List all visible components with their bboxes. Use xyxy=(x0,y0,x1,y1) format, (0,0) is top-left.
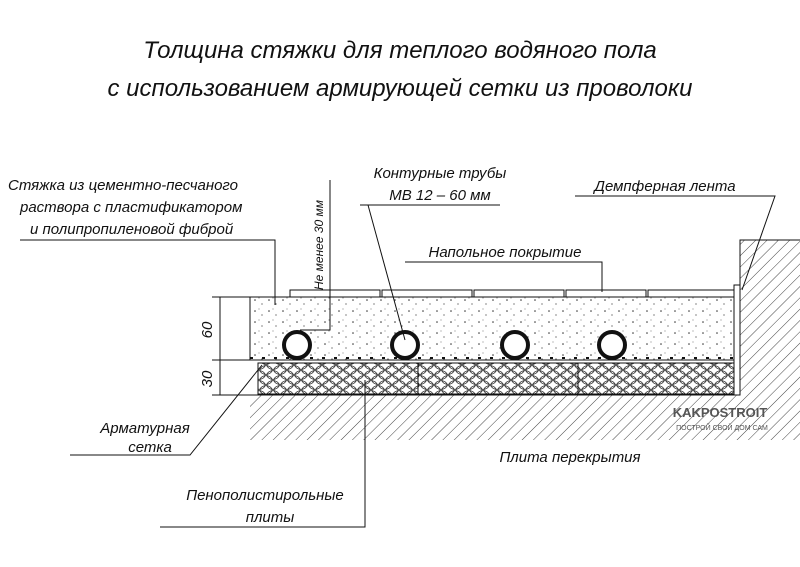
label: раствора с пластификатором xyxy=(19,199,242,216)
label: сетка xyxy=(128,439,172,456)
label: Контурные трубы xyxy=(374,165,507,182)
damper-tape xyxy=(733,284,741,396)
label: Демпферная лента xyxy=(592,178,735,195)
label: и полипропиленовой фиброй xyxy=(30,221,234,238)
label: плиты xyxy=(246,509,295,526)
label: Арматурная xyxy=(99,420,189,437)
label: Напольное покрытие xyxy=(429,244,582,261)
dim-label: 60 xyxy=(199,321,216,338)
watermark: KAKPOSTROIT xyxy=(673,405,768,420)
screed xyxy=(249,296,735,361)
title-line: Толщина стяжки для теплого водяного пола xyxy=(143,37,656,64)
label: Стяжка из цементно-песчаного xyxy=(8,177,238,194)
dim-label: 30 xyxy=(199,370,216,387)
pipes xyxy=(282,330,627,360)
dimension xyxy=(212,296,250,396)
watermark: ПОСТРОЙ СВОЙ ДОМ САМ xyxy=(676,423,768,432)
label: Пенополистирольные xyxy=(186,487,344,504)
insulation xyxy=(257,362,735,395)
title-line: с использованием армирующей сетки из про… xyxy=(107,75,692,102)
label: Плита перекрытия xyxy=(499,449,640,466)
slab xyxy=(250,240,800,440)
leader-lines xyxy=(20,180,776,528)
label: Не менее 30 мм xyxy=(312,200,326,290)
label: МВ 12 – 60 мм xyxy=(389,187,490,204)
floor-cover xyxy=(289,289,735,298)
